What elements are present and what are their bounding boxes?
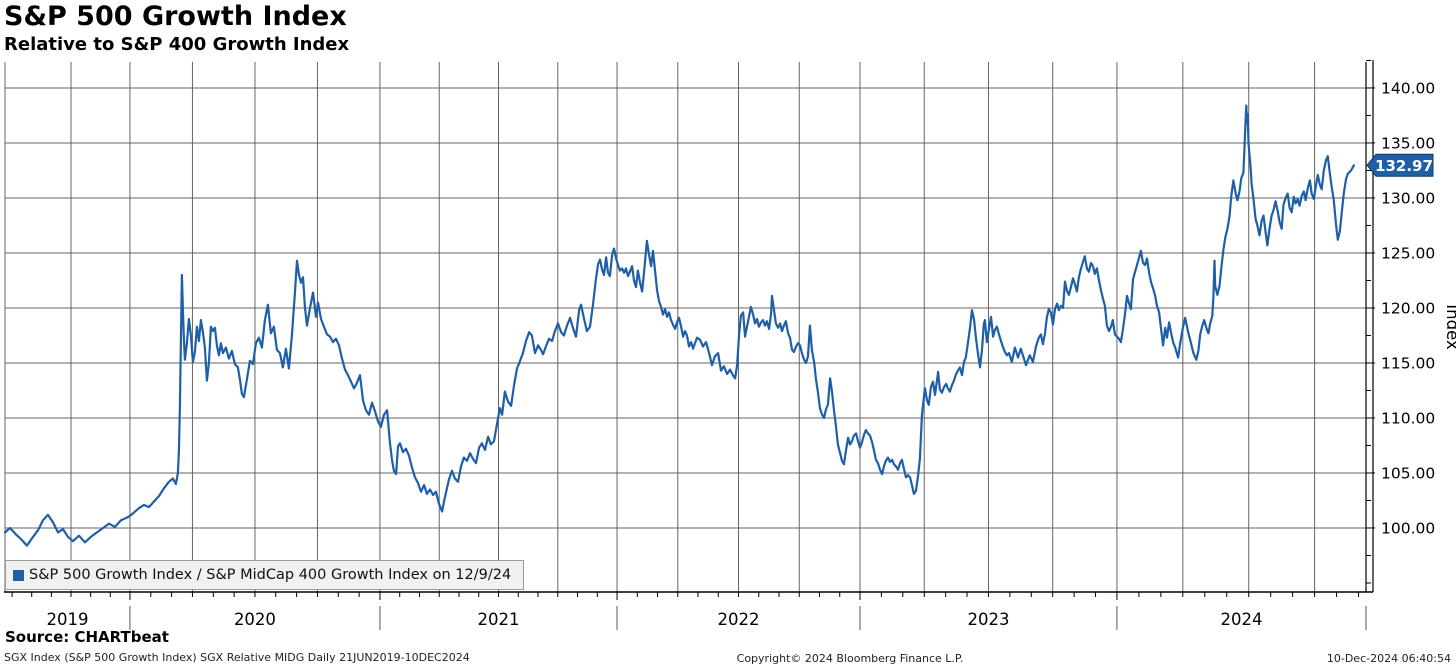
y-tick-label: 100.00 — [1381, 519, 1435, 537]
last-price-badge — [1366, 153, 1434, 177]
legend-box: S&P 500 Growth Index / S&P MidCap 400 Gr… — [5, 560, 525, 590]
source-label: Source: CHARTbeat — [5, 628, 169, 646]
page-subtitle: Relative to S&P 400 Growth Index — [4, 34, 350, 55]
price-line — [3, 104, 1356, 547]
y-tick-label: 115.00 — [1381, 354, 1435, 372]
x-tick-label: 2024 — [1220, 610, 1262, 629]
x-tick-label: 2022 — [718, 610, 760, 629]
legend-label: S&P 500 Growth Index / S&P MidCap 400 Gr… — [29, 567, 512, 583]
y-axis-title: Index — [1443, 304, 1456, 350]
y-tick-label: 140.00 — [1381, 79, 1435, 97]
y-tick-label: 125.00 — [1381, 244, 1435, 262]
timestamp-label: 10-Dec-2024 06:40:54 — [1326, 652, 1451, 665]
y-tick-label: 120.00 — [1381, 299, 1435, 317]
y-tick-label: 135.00 — [1381, 134, 1435, 152]
last-price-value: 132.97 — [1375, 157, 1433, 175]
x-tick-label: 2019 — [46, 610, 88, 629]
page-title: S&P 500 Growth Index — [4, 1, 347, 32]
y-tick-label: 110.00 — [1381, 409, 1435, 427]
x-tick-label: 2020 — [234, 610, 276, 629]
y-tick-label: 105.00 — [1381, 464, 1435, 482]
y-tick-label: 130.00 — [1381, 189, 1435, 207]
x-tick-label: 2021 — [477, 610, 519, 629]
x-tick-label: 2023 — [967, 610, 1009, 629]
ticker-meta-label: SGX Index (S&P 500 Growth Index) SGX Rel… — [4, 651, 470, 664]
legend-series-swatch-icon — [13, 569, 24, 581]
copyright-label: Copyright© 2024 Bloomberg Finance L.P. — [736, 652, 964, 665]
